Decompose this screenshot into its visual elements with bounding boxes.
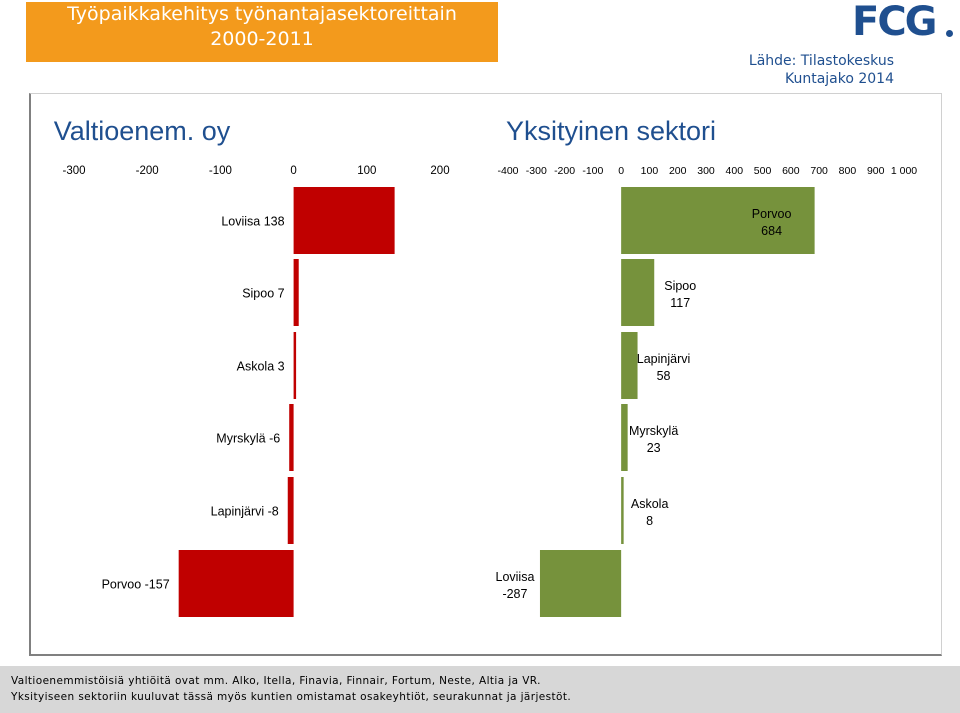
state-bar-label: Loviisa 138 xyxy=(221,215,284,229)
private-tick-label: -400 xyxy=(497,165,518,177)
private-bar-label-name: Myrskylä xyxy=(629,424,678,438)
private-tick-label: 300 xyxy=(697,165,715,177)
private-tick-label: 200 xyxy=(669,165,687,177)
private-bar-label-name: Loviisa xyxy=(496,570,535,584)
private-bar xyxy=(539,550,622,617)
state-tick-label: 200 xyxy=(430,165,449,177)
title-line-2: 2000-2011 xyxy=(210,28,314,50)
state-bar xyxy=(293,332,297,399)
private-tick-label: -100 xyxy=(582,165,603,177)
private-tick-label: 400 xyxy=(726,165,744,177)
state-bar-label: Sipoo 7 xyxy=(242,287,284,301)
state-tick-label: 100 xyxy=(357,165,376,177)
state-tick-label: -300 xyxy=(62,165,85,177)
state-chart-title: Valtioenem. oy xyxy=(54,116,231,146)
private-tick-label: 500 xyxy=(754,165,772,177)
state-bars xyxy=(178,187,395,617)
state-bar xyxy=(287,477,294,544)
private-tick-label: -200 xyxy=(554,165,575,177)
private-bar-label-name: Lapinjärvi xyxy=(637,352,691,366)
private-bars xyxy=(539,187,815,617)
fcg-logo-dot-icon xyxy=(946,30,953,37)
source-line-2: Kuntajako 2014 xyxy=(784,71,894,87)
private-bar xyxy=(621,332,638,399)
state-tick-label: 0 xyxy=(290,165,296,177)
private-bar xyxy=(621,187,815,254)
state-bar-label: Myrskylä -6 xyxy=(216,432,280,446)
footer-line-1: Valtioenemmistöisiä yhtiöitä ovat mm. Al… xyxy=(11,675,541,687)
chart-frame xyxy=(29,93,942,656)
private-bar-label-value: 58 xyxy=(657,369,671,383)
state-bar-labels: Loviisa 138 Sipoo 7 Askola 3 Myrskylä -6 Lap… xyxy=(102,215,285,592)
private-tick-label: 700 xyxy=(810,165,828,177)
state-bar xyxy=(293,187,395,254)
private-bar xyxy=(621,477,624,544)
private-bar-label-name: Porvoo xyxy=(752,207,792,221)
title-line-1: Työpaikkakehitys työnantajasektoreittain xyxy=(67,3,457,25)
private-tick-label: 100 xyxy=(641,165,659,177)
private-tick-label: 900 xyxy=(867,165,885,177)
source-line-1: Lähde: Tilastokeskus xyxy=(748,53,894,69)
title-box: Työpaikkakehitys työnantajasektoreittain… xyxy=(26,2,498,62)
state-axis-ticks: -300 -200 -100 0 100 200 xyxy=(62,165,449,177)
state-bar-label: Porvoo -157 xyxy=(102,578,170,592)
private-axis-ticks: -400 -300 -200 -100 0 100 200 300 400 500 600 700 80… xyxy=(497,165,917,177)
source-note: Lähde: Tilastokeskus Kuntajako 2014 xyxy=(749,52,894,88)
private-bar-label-value: 684 xyxy=(761,224,782,238)
private-bar-label-name: Askola xyxy=(631,497,669,511)
private-bar-labels: Porvoo 684 Sipoo 117 Lapinjärvi 58 Myrskylä 23 A… xyxy=(496,207,792,601)
state-bar xyxy=(293,259,299,326)
private-tick-label: 0 xyxy=(618,165,624,177)
private-bar xyxy=(621,404,628,471)
fcg-logo: FCG xyxy=(852,0,938,45)
state-bar xyxy=(289,404,294,471)
footer-line-2: Yksityiseen sektoriin kuuluvat tässä myö… xyxy=(11,691,572,703)
private-bar-label-value: -287 xyxy=(502,587,527,601)
state-bar-label: Askola 3 xyxy=(237,360,285,374)
private-tick-label: -300 xyxy=(526,165,547,177)
state-bar xyxy=(178,550,294,617)
private-bar-label-value: 8 xyxy=(646,514,653,528)
private-tick-label: 1 000 xyxy=(891,165,917,177)
footer-note: Valtioenemmistöisiä yhtiöitä ovat mm. Al… xyxy=(0,666,960,713)
state-tick-label: -200 xyxy=(136,165,159,177)
state-bar-label: Lapinjärvi -8 xyxy=(211,505,279,519)
private-bar-label-value: 23 xyxy=(647,441,661,455)
private-bar-label-value: 117 xyxy=(670,296,690,310)
private-tick-label: 600 xyxy=(782,165,800,177)
private-bar xyxy=(621,259,655,326)
private-chart-title: Yksityinen sektori xyxy=(506,116,716,146)
private-bar-label-name: Sipoo xyxy=(664,279,696,293)
private-tick-label: 800 xyxy=(839,165,857,177)
state-tick-label: -100 xyxy=(209,165,232,177)
